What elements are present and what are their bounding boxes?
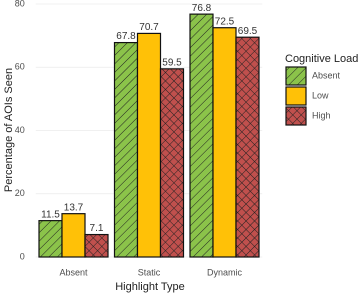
- bar: [38, 220, 63, 258]
- x-tick-label: Dynamic: [207, 267, 243, 277]
- y-tick-label: 20: [15, 188, 25, 198]
- x-tick-label: Absent: [59, 267, 88, 277]
- legend-title: Cognitive Load: [285, 53, 358, 65]
- value-label: 59.5: [162, 57, 182, 68]
- legend-label: High: [312, 110, 331, 120]
- legend-label: Low: [312, 90, 329, 100]
- bar: [113, 41, 139, 258]
- bar: [84, 233, 109, 258]
- bar: [235, 36, 260, 258]
- y-tick-label: 60: [15, 62, 25, 72]
- value-label: 70.7: [139, 22, 159, 33]
- value-label: 76.8: [192, 3, 212, 14]
- value-label: 11.5: [41, 209, 60, 220]
- bar: [136, 32, 162, 258]
- value-label: 69.5: [238, 26, 258, 37]
- value-label: 13.7: [64, 202, 84, 213]
- value-label: 67.8: [116, 31, 136, 42]
- bar: [159, 68, 185, 258]
- legend-key: [285, 86, 307, 106]
- value-label: 72.5: [215, 16, 235, 27]
- y-tick-label: 80: [15, 0, 25, 8]
- bar: [189, 13, 214, 258]
- bar: [212, 27, 237, 258]
- y-tick-label: 40: [15, 125, 25, 135]
- x-tick-label: Static: [138, 267, 161, 277]
- value-label: 7.1: [90, 223, 104, 234]
- legend-label: Absent: [312, 70, 341, 80]
- y-axis-title: Percentage of AOIs Seen: [3, 68, 15, 192]
- legend-key: [285, 66, 307, 86]
- legend-key: [285, 106, 307, 126]
- y-tick-label: 0: [20, 251, 25, 261]
- bar: [61, 213, 86, 258]
- x-axis-title: Highlight Type: [115, 281, 185, 293]
